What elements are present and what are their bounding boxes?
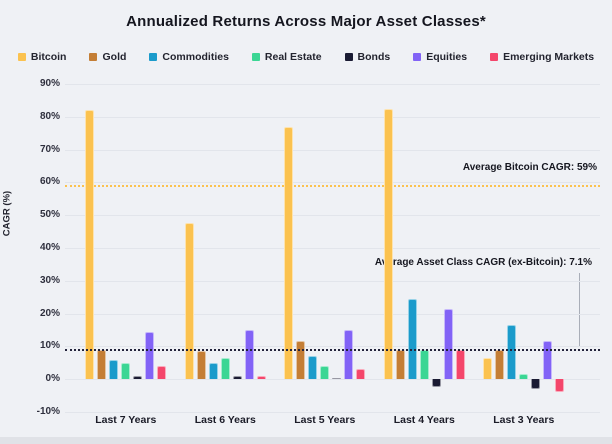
annotation-bitcoin-average: Average Bitcoin CAGR: 59% xyxy=(462,162,597,173)
y-tick-label: -10% xyxy=(36,406,60,417)
legend-swatch-icon xyxy=(89,53,98,61)
bar-real-estate-last-5-years xyxy=(320,366,330,380)
y-tick-label: 20% xyxy=(39,307,60,319)
bar-bonds-last-5-years xyxy=(332,377,342,380)
annotation-leader-line xyxy=(579,273,580,346)
gridline-80% xyxy=(65,116,600,118)
x-axis-label-last-6-years: Last 6 Years xyxy=(194,414,256,426)
legend: Bitcoin Gold Commodities Real Estate Bonds Eq… xyxy=(0,51,612,63)
bar-equities-last-5-years xyxy=(344,330,354,380)
legend-label: Real Estate xyxy=(264,51,322,63)
bar-real-estate-last-3-years xyxy=(519,374,529,380)
y-tick-label: 90% xyxy=(39,78,60,89)
legend-swatch-icon xyxy=(149,53,158,61)
bar-commodities-last-3-years xyxy=(507,325,517,380)
bar-gold-last-7-years xyxy=(97,349,107,380)
legend-label: Bonds xyxy=(357,51,391,63)
bar-commodities-last-4-years xyxy=(407,298,417,380)
legend-item-equities: Equities xyxy=(413,51,467,63)
annotation-ex-bitcoin-average: Average Asset Class CAGR (ex-Bitcoin): 7… xyxy=(374,257,592,268)
gridline-20% xyxy=(65,313,600,315)
bar-equities-last-7-years xyxy=(145,331,155,380)
bar-real-estate-last-4-years xyxy=(419,349,429,380)
y-tick-label: 80% xyxy=(39,110,60,122)
bar-commodities-last-7-years xyxy=(109,359,119,380)
gridline-70% xyxy=(65,149,600,151)
bar-emerging-markets-last-5-years xyxy=(356,369,366,380)
bar-real-estate-last-6-years xyxy=(220,357,230,380)
legend-item-bonds: Bonds xyxy=(344,51,391,63)
y-tick-label: 50% xyxy=(39,209,60,221)
window-bottom-edge xyxy=(0,437,612,444)
bar-bitcoin-last-5-years xyxy=(284,126,294,380)
bar-bitcoin-last-6-years xyxy=(184,223,194,380)
legend-label: Emerging Markets xyxy=(503,51,595,63)
gridline-30% xyxy=(65,280,600,282)
gridline-40% xyxy=(65,248,600,249)
x-axis-label-last-3-years: Last 3 Years xyxy=(493,414,555,426)
legend-label: Bitcoin xyxy=(30,51,67,63)
y-tick-label: 60% xyxy=(39,176,60,188)
bar-bitcoin-last-4-years xyxy=(383,108,393,380)
y-axis-title: CAGR (%) xyxy=(1,190,13,237)
legend-label: Commodities xyxy=(162,51,229,63)
bar-gold-last-6-years xyxy=(196,351,206,380)
bar-emerging-markets-last-7-years xyxy=(157,366,167,380)
legend-item-bitcoin: Bitcoin xyxy=(17,51,67,63)
gridline-60% xyxy=(65,182,600,184)
legend-swatch-icon xyxy=(17,53,26,61)
bar-gold-last-3-years xyxy=(495,349,505,380)
legend-swatch-icon xyxy=(251,53,260,61)
bar-bonds-last-4-years xyxy=(431,379,441,388)
bar-bonds-last-7-years xyxy=(133,375,143,380)
y-tick-label: 30% xyxy=(39,274,60,286)
legend-swatch-icon xyxy=(413,53,422,61)
legend-label: Equities xyxy=(426,51,468,63)
gridline-90% xyxy=(65,84,600,85)
ex-bitcoin-average-line xyxy=(65,348,600,351)
gridline--10% xyxy=(65,412,600,413)
gridline-50% xyxy=(65,215,600,217)
bar-real-estate-last-7-years xyxy=(121,362,131,380)
legend-item-commodities: Commodities xyxy=(149,51,229,63)
bar-emerging-markets-last-3-years xyxy=(555,379,565,393)
bar-bonds-last-3-years xyxy=(531,379,541,390)
bar-bonds-last-6-years xyxy=(232,375,242,380)
y-tick-label: 70% xyxy=(39,143,60,155)
bar-bitcoin-last-7-years xyxy=(85,110,95,380)
gridline-0% xyxy=(65,379,600,381)
bar-emerging-markets-last-4-years xyxy=(455,349,465,380)
y-tick-label: 10% xyxy=(39,340,60,352)
chart-title: Annualized Returns Across Major Asset Cl… xyxy=(126,13,486,30)
bar-equities-last-6-years xyxy=(244,330,254,380)
bar-commodities-last-5-years xyxy=(308,356,318,380)
bar-gold-last-5-years xyxy=(296,341,306,380)
legend-swatch-icon xyxy=(490,53,499,61)
gridline-10% xyxy=(65,346,600,348)
x-axis-label-last-5-years: Last 5 Years xyxy=(294,414,356,426)
x-axis-label-last-7-years: Last 7 Years xyxy=(95,414,157,426)
y-tick-label: 0% xyxy=(45,373,60,385)
legend-label: Gold xyxy=(102,51,127,63)
legend-item-real-estate: Real Estate xyxy=(251,51,322,63)
bar-equities-last-3-years xyxy=(543,341,553,380)
bar-emerging-markets-last-6-years xyxy=(256,375,266,380)
legend-item-gold: Gold xyxy=(89,51,126,63)
y-tick-label: 40% xyxy=(39,242,60,253)
bitcoin-average-line xyxy=(65,184,600,187)
bar-bitcoin-last-3-years xyxy=(483,357,493,380)
legend-swatch-icon xyxy=(344,53,353,61)
bar-equities-last-4-years xyxy=(443,308,453,380)
bar-commodities-last-6-years xyxy=(208,362,218,380)
legend-item-emerging-markets: Emerging Markets xyxy=(490,51,594,63)
x-axis-label-last-4-years: Last 4 Years xyxy=(393,414,455,426)
bar-gold-last-4-years xyxy=(395,349,405,380)
